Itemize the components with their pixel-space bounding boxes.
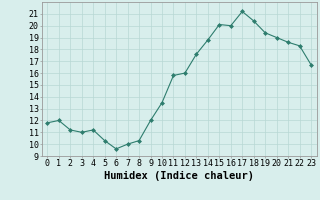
X-axis label: Humidex (Indice chaleur): Humidex (Indice chaleur)	[104, 171, 254, 181]
